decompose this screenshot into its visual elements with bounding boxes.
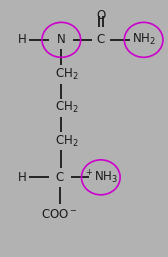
Text: H: H (17, 171, 26, 184)
Text: O: O (96, 9, 106, 22)
Text: C: C (97, 33, 105, 46)
Text: CH$_2$: CH$_2$ (55, 134, 78, 149)
Text: CH$_2$: CH$_2$ (55, 100, 78, 115)
Text: C: C (55, 171, 64, 184)
Text: N: N (57, 33, 66, 46)
Text: $^+$NH$_3$: $^+$NH$_3$ (83, 169, 118, 186)
Text: CH$_2$: CH$_2$ (55, 67, 78, 82)
Text: H: H (17, 33, 26, 46)
Text: NH$_2$: NH$_2$ (132, 32, 156, 47)
Text: COO$^-$: COO$^-$ (41, 208, 78, 221)
